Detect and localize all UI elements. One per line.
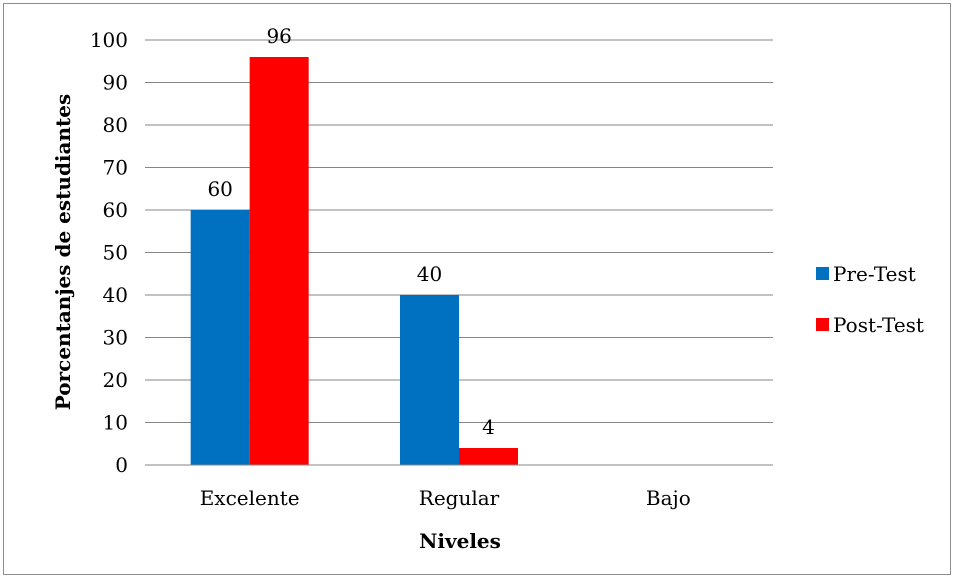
legend-label: Post-Test: [833, 313, 924, 337]
y-axis-title: Porcentanjes de estudiantes: [51, 94, 75, 410]
y-tick-label: 90: [103, 71, 128, 95]
y-tick-labels: 0 10 20 30 40 50 60 70 80 90 100: [90, 28, 128, 477]
bars: [190, 57, 518, 465]
x-category-label: Regular: [419, 486, 500, 510]
legend: Pre-Test Post-Test: [816, 262, 924, 337]
y-tick-label: 50: [103, 241, 128, 265]
chart-frame: [3, 3, 951, 575]
data-label: 4: [482, 415, 495, 439]
bar-post-test: [249, 57, 309, 465]
legend-label: Pre-Test: [833, 262, 916, 286]
data-label: 40: [417, 262, 442, 286]
y-tick-label: 30: [103, 326, 128, 350]
x-category-label: Excelente: [200, 486, 300, 510]
x-category-labels: Excelente Regular Bajo: [200, 486, 691, 510]
y-tick-label: 70: [103, 156, 128, 180]
y-tick-label: 80: [103, 113, 128, 137]
bar-post-test: [459, 448, 518, 465]
bar-pre-test: [400, 295, 459, 465]
legend-swatch: [816, 318, 829, 331]
data-label: 60: [207, 177, 232, 201]
y-tick-label: 60: [103, 198, 128, 222]
bar-pre-test: [190, 210, 250, 465]
y-tick-label: 10: [103, 411, 128, 435]
y-tick-label: 0: [115, 453, 128, 477]
legend-swatch: [816, 267, 829, 280]
y-tick-label: 40: [103, 283, 128, 307]
x-category-label: Bajo: [646, 486, 691, 510]
y-tick-label: 20: [103, 368, 128, 392]
y-tick-label: 100: [90, 28, 128, 52]
x-axis-title: Niveles: [419, 529, 501, 553]
data-label: 96: [266, 24, 291, 48]
data-labels: 60 96 40 4: [207, 24, 494, 439]
